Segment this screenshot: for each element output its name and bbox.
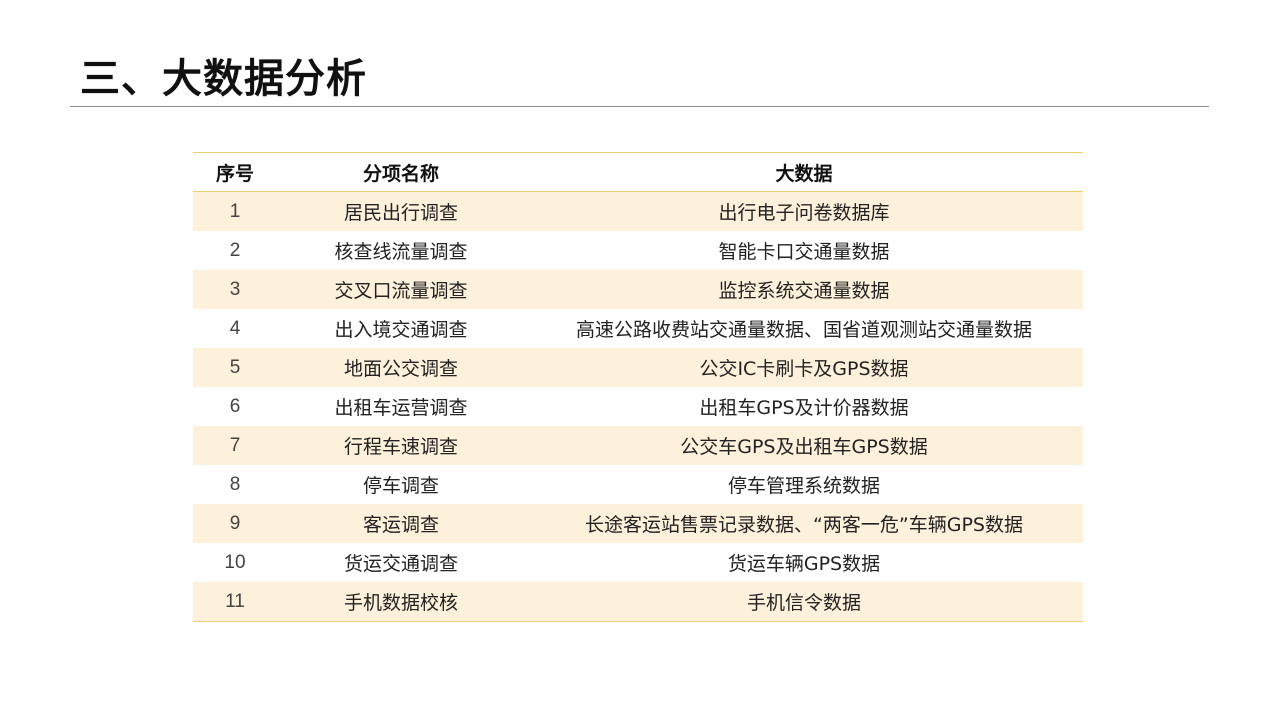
item-name: 货运交通调查 <box>343 553 458 575</box>
table-row: 6 出租车运营调查 出租车GPS及计价器数据 <box>193 387 1083 426</box>
title-divider <box>70 106 1209 107</box>
item-name: 停车调查 <box>362 475 439 497</box>
data-source: 高速公路收费站交通量数据、国省道观测站交通量数据 <box>575 319 1032 341</box>
item-name: 核查线流量调查 <box>334 241 468 263</box>
table-row: 3 交叉口流量调查 监控系统交通量数据 <box>193 270 1083 309</box>
data-source: 出行电子问卷数据库 <box>525 191 1083 231</box>
table-row: 1 居民出行调查 出行电子问卷数据库 <box>193 191 1083 231</box>
row-number: 3 <box>193 270 277 309</box>
data-source: 智能卡口交通量数据 <box>718 241 890 263</box>
table-row: 11 手机数据校核 手机信令数据 <box>193 582 1083 622</box>
table-row: 9 客运调查 长途客运站售票记录数据、“两客一危”车辆GPS数据 <box>193 504 1083 543</box>
item-name: 交叉口流量调查 <box>277 270 525 309</box>
row-number: 11 <box>193 582 277 622</box>
header-no: 序号 <box>193 152 277 192</box>
item-name: 地面公交调查 <box>277 348 525 387</box>
row-number: 7 <box>193 426 277 465</box>
row-number: 2 <box>229 239 241 261</box>
item-name: 居民出行调查 <box>277 191 525 231</box>
data-source: 出租车GPS及计价器数据 <box>699 397 909 419</box>
item-name: 手机数据校核 <box>277 582 525 622</box>
data-source: 货运车辆GPS数据 <box>727 553 881 575</box>
table-row: 10 货运交通调查 货运车辆GPS数据 <box>193 543 1083 582</box>
item-name: 出入境交通调查 <box>334 319 468 341</box>
item-name: 客运调查 <box>277 504 525 543</box>
table-row: 4 出入境交通调查 高速公路收费站交通量数据、国省道观测站交通量数据 <box>193 309 1083 348</box>
data-source: 长途客运站售票记录数据、“两客一危”车辆GPS数据 <box>525 504 1083 543</box>
table-row: 8 停车调查 停车管理系统数据 <box>193 465 1083 504</box>
table-header-row: 序号 分项名称 大数据 <box>193 152 1083 192</box>
row-number: 4 <box>229 317 241 339</box>
row-number: 9 <box>193 504 277 543</box>
row-number: 8 <box>229 473 241 495</box>
data-source: 公交车GPS及出租车GPS数据 <box>525 426 1083 465</box>
table-row: 2 核查线流量调查 智能卡口交通量数据 <box>193 231 1083 270</box>
header-data: 大数据 <box>525 152 1083 192</box>
data-source: 公交IC卡刷卡及GPS数据 <box>525 348 1083 387</box>
row-number: 6 <box>229 395 241 417</box>
item-name: 行程车速调查 <box>277 426 525 465</box>
data-source: 手机信令数据 <box>525 582 1083 622</box>
page-title: 三、大数据分析 <box>80 56 367 102</box>
header-name: 分项名称 <box>277 152 525 192</box>
data-source: 监控系统交通量数据 <box>525 270 1083 309</box>
table-row: 7 行程车速调查 公交车GPS及出租车GPS数据 <box>193 426 1083 465</box>
row-number: 5 <box>193 348 277 387</box>
table-row: 5 地面公交调查 公交IC卡刷卡及GPS数据 <box>193 348 1083 387</box>
row-number: 10 <box>224 551 246 573</box>
data-source: 停车管理系统数据 <box>727 475 880 497</box>
big-data-table: 序号 分项名称 大数据 1 居民出行调查 出行电子问卷数据库 2 核查线流量调查 智能卡口… <box>193 152 1083 622</box>
row-number: 1 <box>193 191 277 231</box>
item-name: 出租车运营调查 <box>334 397 468 419</box>
